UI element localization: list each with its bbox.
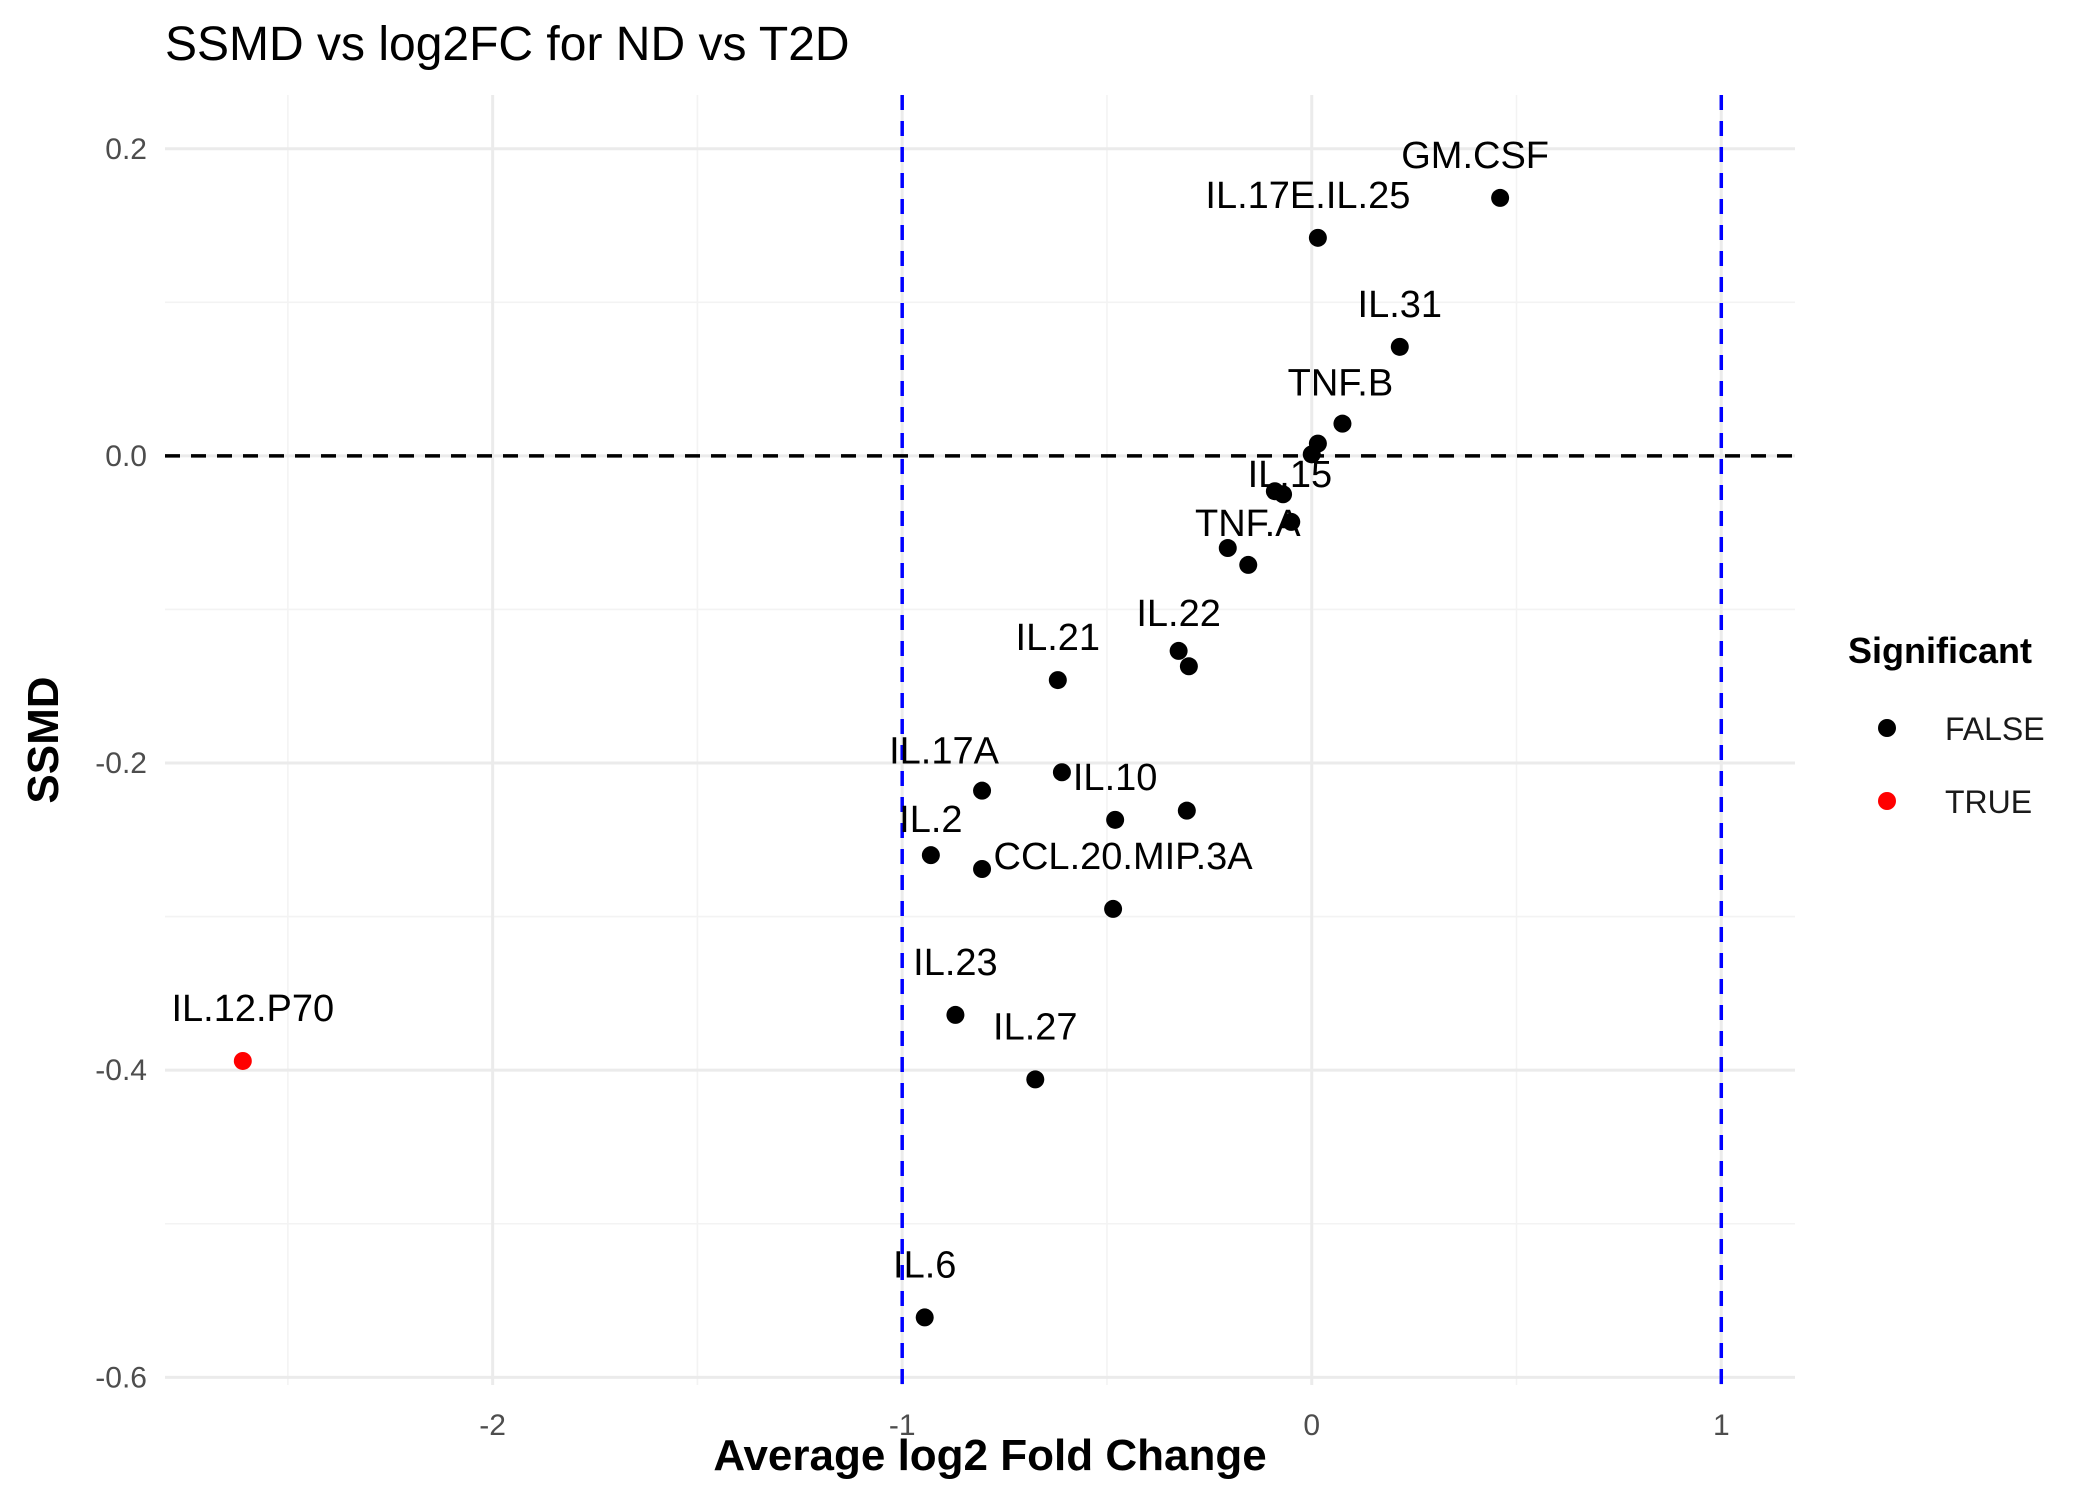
data-point xyxy=(1026,1070,1045,1089)
data-point xyxy=(1179,657,1198,676)
data-point xyxy=(1239,555,1258,574)
data-point xyxy=(1274,485,1293,504)
legend-label-false: FALSE xyxy=(1945,711,2045,747)
data-point xyxy=(1302,445,1321,464)
data-point xyxy=(1048,671,1067,690)
data-point xyxy=(1491,188,1510,207)
data-point xyxy=(973,781,992,800)
data-point xyxy=(915,1308,934,1327)
y-tick-label: -0.2 xyxy=(95,747,147,780)
x-tick-label: 0 xyxy=(1303,1409,1320,1442)
point-label: TNF.B xyxy=(1288,363,1394,405)
data-point xyxy=(1104,899,1123,918)
data-point xyxy=(1282,512,1301,531)
y-tick-label: -0.6 xyxy=(95,1361,147,1394)
data-point xyxy=(1218,539,1237,558)
data-point xyxy=(233,1051,252,1070)
data-point xyxy=(1308,228,1327,247)
data-point xyxy=(1333,414,1352,433)
y-tick-label: -0.4 xyxy=(95,1054,147,1087)
data-point xyxy=(921,846,940,865)
point-label: GM.CSF xyxy=(1401,135,1549,177)
data-point xyxy=(946,1005,965,1024)
point-label: IL.10 xyxy=(1073,757,1158,799)
x-tick-label: -2 xyxy=(479,1409,506,1442)
point-label: IL.12.P70 xyxy=(171,988,334,1030)
y-tick-label: 0.0 xyxy=(105,440,147,473)
x-tick-labels: -2 -1 0 1 xyxy=(479,1409,1729,1442)
point-label: IL.31 xyxy=(1358,284,1443,326)
data-point xyxy=(1052,763,1071,782)
point-label: IL.17E.IL.25 xyxy=(1205,175,1410,217)
legend-marker-true xyxy=(1878,792,1896,810)
legend: Significant FALSE TRUE xyxy=(1848,630,2045,820)
x-tick-label: 1 xyxy=(1713,1409,1730,1442)
point-label: IL.21 xyxy=(1016,617,1101,659)
legend-title: Significant xyxy=(1848,630,2032,671)
legend-label-true: TRUE xyxy=(1945,784,2032,820)
chart-title: SSMD vs log2FC for ND vs T2D xyxy=(165,18,850,71)
point-label: TNF.A xyxy=(1195,503,1301,545)
data-point xyxy=(1390,337,1409,356)
point-label: CCL.20.MIP.3A xyxy=(994,836,1254,878)
data-point xyxy=(1169,641,1188,660)
point-label: IL.22 xyxy=(1136,593,1221,635)
reference-lines xyxy=(165,95,1795,1385)
data-point xyxy=(1106,810,1125,829)
legend-marker-false xyxy=(1878,719,1896,737)
x-axis-title: Average log2 Fold Change xyxy=(713,1431,1266,1480)
data-point xyxy=(1177,801,1196,820)
point-label: IL.17A xyxy=(889,731,1000,773)
x-tick-label: -1 xyxy=(889,1409,916,1442)
data-point xyxy=(973,860,992,878)
point-label: IL.6 xyxy=(893,1244,956,1286)
y-tick-label: 0.2 xyxy=(105,133,147,166)
y-tick-labels: -0.6 -0.4 -0.2 0.0 0.2 xyxy=(95,133,147,1395)
point-label: IL.15 xyxy=(1248,454,1333,496)
point-label: IL.27 xyxy=(993,1006,1078,1048)
data-points xyxy=(233,188,1510,1327)
point-label: IL.2 xyxy=(899,799,962,841)
point-label: IL.23 xyxy=(913,942,998,984)
y-axis-title: SSMD xyxy=(19,676,68,803)
